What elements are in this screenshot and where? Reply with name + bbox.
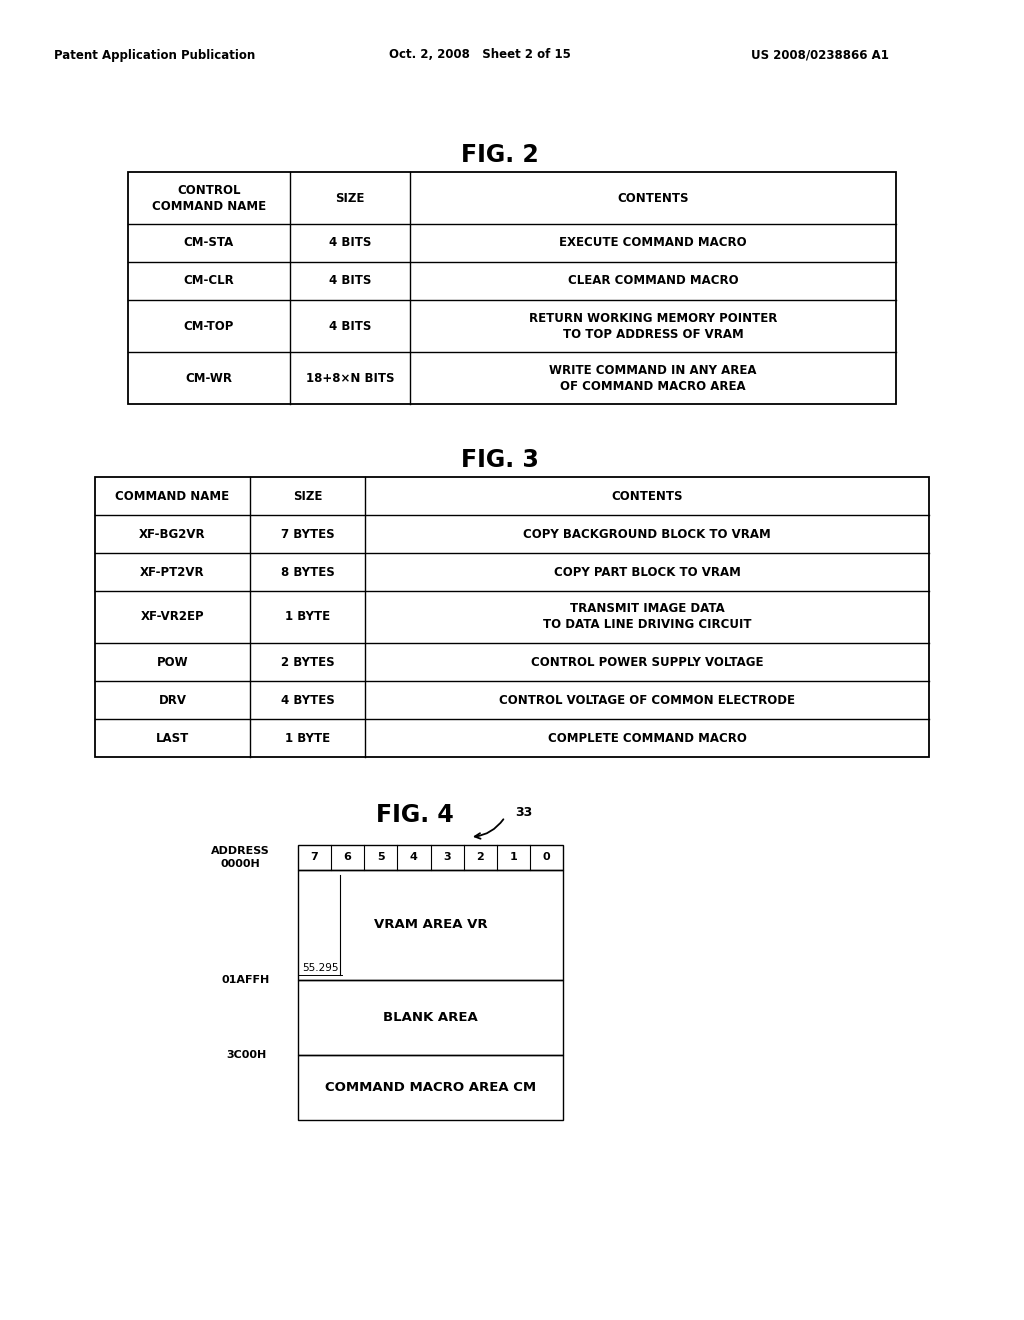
Text: 55.295: 55.295 [302, 964, 338, 973]
Text: 3: 3 [443, 853, 451, 862]
Text: COPY BACKGROUND BLOCK TO VRAM: COPY BACKGROUND BLOCK TO VRAM [523, 528, 771, 540]
Text: 33: 33 [515, 807, 532, 820]
Text: CLEAR COMMAND MACRO: CLEAR COMMAND MACRO [567, 275, 738, 288]
Bar [128, 172, 896, 404]
Bar [298, 845, 563, 870]
Text: COMMAND MACRO AREA CM: COMMAND MACRO AREA CM [325, 1081, 536, 1094]
Text: FIG. 3: FIG. 3 [461, 447, 539, 473]
Text: Patent Application Publication: Patent Application Publication [54, 49, 256, 62]
Text: TRANSMIT IMAGE DATA
TO DATA LINE DRIVING CIRCUIT: TRANSMIT IMAGE DATA TO DATA LINE DRIVING… [543, 602, 752, 631]
Text: RETURN WORKING MEMORY POINTER
TO TOP ADDRESS OF VRAM: RETURN WORKING MEMORY POINTER TO TOP ADD… [528, 312, 777, 341]
Text: CM-WR: CM-WR [185, 371, 232, 384]
Text: FIG. 4: FIG. 4 [376, 803, 454, 828]
Text: CM-STA: CM-STA [184, 236, 234, 249]
Text: 01AFFH: 01AFFH [222, 975, 270, 985]
Text: POW: POW [157, 656, 188, 668]
Text: EXECUTE COMMAND MACRO: EXECUTE COMMAND MACRO [559, 236, 746, 249]
Text: 4 BITS: 4 BITS [329, 319, 371, 333]
Text: 2: 2 [476, 853, 484, 862]
Text: COMPLETE COMMAND MACRO: COMPLETE COMMAND MACRO [548, 731, 746, 744]
Text: XF-PT2VR: XF-PT2VR [140, 565, 205, 578]
Text: CM-TOP: CM-TOP [184, 319, 234, 333]
Text: CONTROL POWER SUPPLY VOLTAGE: CONTROL POWER SUPPLY VOLTAGE [530, 656, 763, 668]
Text: Oct. 2, 2008   Sheet 2 of 15: Oct. 2, 2008 Sheet 2 of 15 [389, 49, 571, 62]
Text: BLANK AREA: BLANK AREA [383, 1011, 478, 1024]
Text: LAST: LAST [156, 731, 189, 744]
Bar [298, 1055, 563, 1119]
Text: 0: 0 [543, 853, 550, 862]
Text: 1 BYTE: 1 BYTE [285, 731, 330, 744]
Text: 4 BITS: 4 BITS [329, 275, 371, 288]
Text: 18+8×N BITS: 18+8×N BITS [306, 371, 394, 384]
Text: 7: 7 [310, 853, 318, 862]
Text: 1 BYTE: 1 BYTE [285, 610, 330, 623]
Text: 5: 5 [377, 853, 385, 862]
Text: 4 BITS: 4 BITS [329, 236, 371, 249]
Bar [298, 979, 563, 1055]
Text: VRAM AREA VR: VRAM AREA VR [374, 919, 487, 932]
Text: SIZE: SIZE [335, 191, 365, 205]
Text: COPY PART BLOCK TO VRAM: COPY PART BLOCK TO VRAM [554, 565, 740, 578]
Text: 1: 1 [509, 853, 517, 862]
Text: 7 BYTES: 7 BYTES [281, 528, 334, 540]
Text: SIZE: SIZE [293, 490, 323, 503]
Text: COMMAND NAME: COMMAND NAME [116, 490, 229, 503]
Text: CONTENTS: CONTENTS [617, 191, 689, 205]
Text: 3C00H: 3C00H [226, 1049, 266, 1060]
Text: 4: 4 [410, 853, 418, 862]
Text: CM-CLR: CM-CLR [183, 275, 234, 288]
Bar [298, 870, 563, 979]
Text: 6: 6 [344, 853, 351, 862]
Bar [95, 477, 929, 756]
Text: CONTROL VOLTAGE OF COMMON ELECTRODE: CONTROL VOLTAGE OF COMMON ELECTRODE [499, 693, 795, 706]
Text: 4 BYTES: 4 BYTES [281, 693, 335, 706]
Text: 2 BYTES: 2 BYTES [281, 656, 334, 668]
Text: FIG. 2: FIG. 2 [461, 143, 539, 168]
Text: 8 BYTES: 8 BYTES [281, 565, 335, 578]
Text: DRV: DRV [159, 693, 186, 706]
Text: CONTROL
COMMAND NAME: CONTROL COMMAND NAME [152, 183, 266, 213]
Text: CONTENTS: CONTENTS [611, 490, 683, 503]
Text: ADDRESS
0000H: ADDRESS 0000H [211, 846, 269, 869]
Text: WRITE COMMAND IN ANY AREA
OF COMMAND MACRO AREA: WRITE COMMAND IN ANY AREA OF COMMAND MAC… [549, 363, 757, 392]
Text: US 2008/0238866 A1: US 2008/0238866 A1 [751, 49, 889, 62]
Text: XF-VR2EP: XF-VR2EP [140, 610, 205, 623]
Text: XF-BG2VR: XF-BG2VR [139, 528, 206, 540]
